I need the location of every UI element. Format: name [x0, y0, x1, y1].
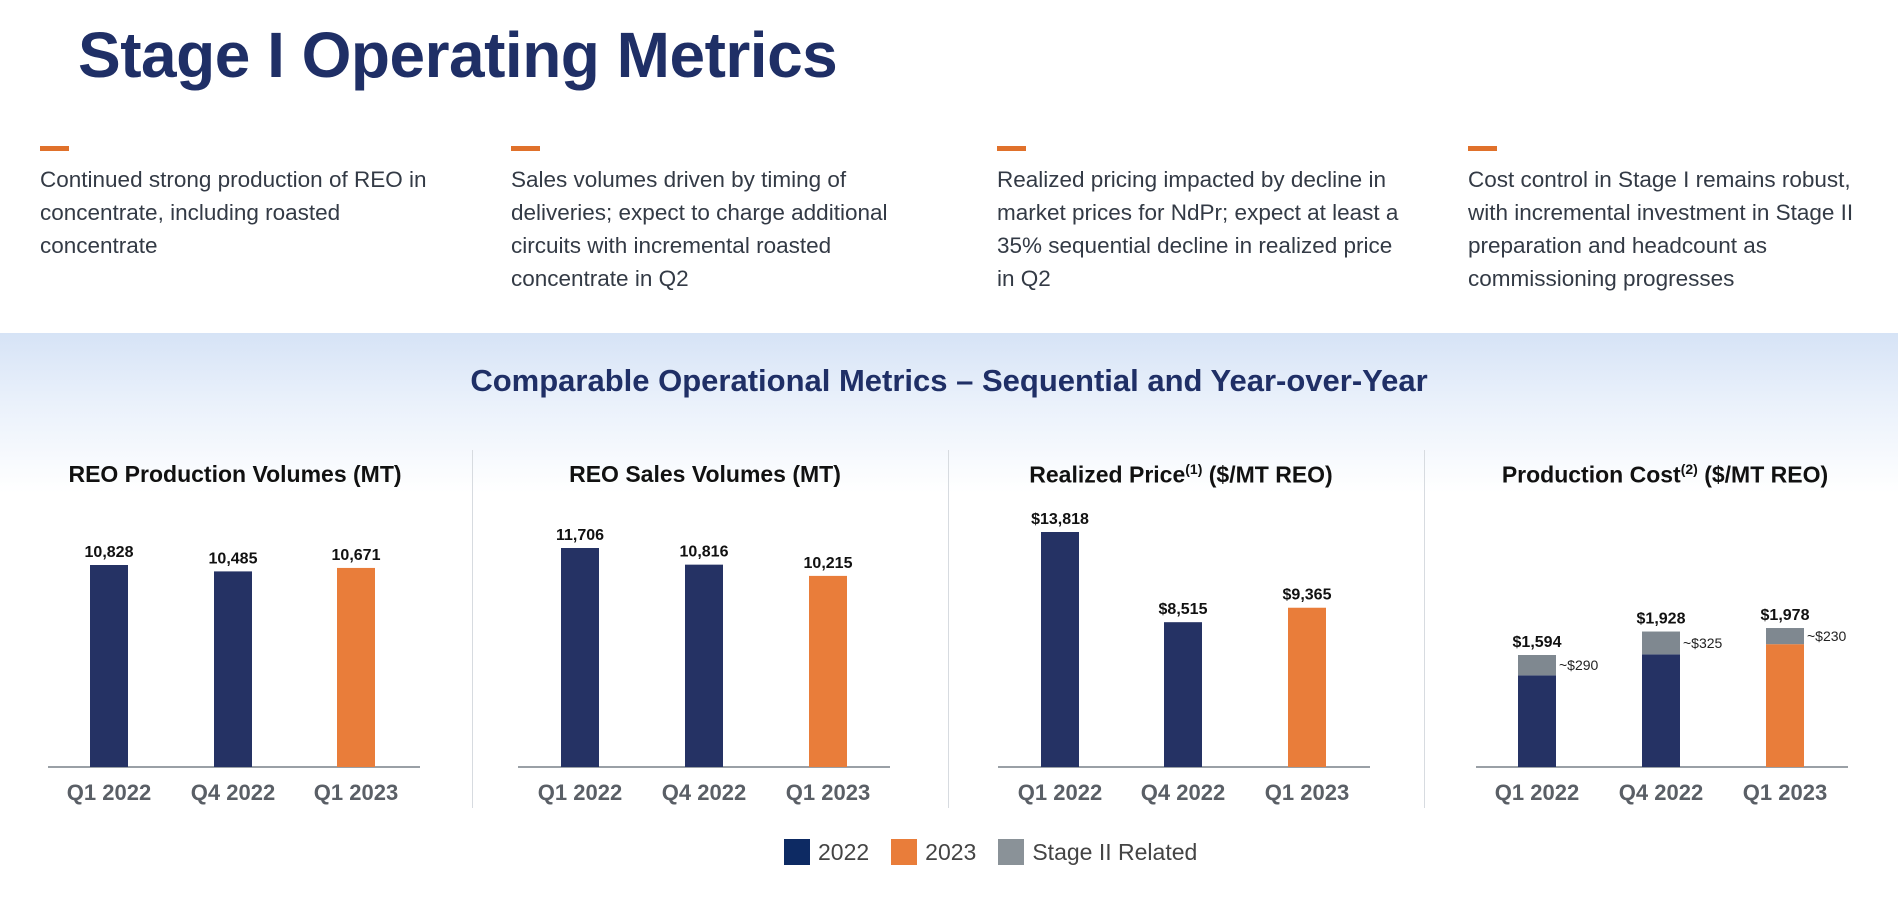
bar	[337, 567, 375, 767]
bullet-accent-dash	[1468, 146, 1497, 151]
bar-value-label: 11,706	[556, 527, 604, 544]
chart-title-text: Production Cost	[1501, 461, 1681, 488]
bar-value-label: 10,671	[332, 547, 381, 564]
bullet-text: Continued strong production of REO in co…	[40, 167, 427, 258]
page-title: Stage I Operating Metrics	[78, 19, 838, 91]
bar-segment-base	[1766, 644, 1804, 767]
chart-title-production: REO Production Volumes (MT)	[30, 461, 440, 488]
legend: 2022 2023 Stage II Related	[784, 837, 1219, 867]
bar-value-label: 10,828	[85, 544, 134, 561]
chart-title-units: ($/MT REO)	[1202, 461, 1333, 488]
bar	[561, 548, 599, 767]
bullet-2: Sales volumes driven by timing of delive…	[511, 146, 911, 295]
x-tick-label: Q1 2022	[1018, 780, 1102, 805]
chart-divider	[948, 450, 949, 808]
bar-segment-base	[1518, 675, 1556, 767]
bullet-4: Cost control in Stage I remains robust, …	[1468, 146, 1888, 295]
chart-divider	[1424, 450, 1425, 808]
chart-title-units: ($/MT REO)	[1697, 461, 1829, 488]
bar-segment-stage-ii	[1518, 655, 1556, 676]
bar-value-label: $8,515	[1159, 601, 1208, 618]
section-title: Comparable Operational Metrics – Sequent…	[470, 363, 1428, 398]
bullet-accent-dash	[511, 146, 540, 151]
bar-value-label: $1,978	[1761, 607, 1810, 624]
x-tick-label: Q4 2022	[1141, 780, 1225, 805]
x-tick-label: Q1 2023	[314, 780, 398, 805]
legend-swatch-2023	[891, 839, 918, 865]
x-tick-label: Q4 2022	[662, 780, 746, 805]
bar-value-label: 10,816	[680, 544, 729, 561]
x-tick-label: Q1 2022	[1495, 780, 1579, 805]
chart-title-text: REO Sales Volumes (MT)	[569, 461, 841, 487]
bar	[685, 564, 723, 767]
bullet-text: Sales volumes driven by timing of delive…	[511, 167, 888, 291]
bar-value-label: $9,365	[1283, 587, 1332, 604]
legend-label: 2022	[818, 838, 870, 865]
x-tick-label: Q4 2022	[191, 780, 275, 805]
stage-ii-label: ~$290	[1559, 657, 1599, 673]
legend-item-2023: 2023	[891, 839, 976, 866]
bullet-accent-dash	[40, 146, 69, 151]
metrics-band	[0, 333, 1898, 898]
bar-value-label: $1,594	[1513, 634, 1562, 651]
bar-value-label: $13,818	[1031, 511, 1089, 528]
stage-ii-label: ~$230	[1807, 628, 1847, 644]
stage-ii-label: ~$325	[1683, 635, 1723, 651]
x-tick-label: Q1 2022	[67, 780, 151, 805]
legend-item-stage-ii: Stage II Related	[998, 839, 1197, 866]
legend-swatch-stage-ii	[998, 839, 1025, 865]
bar-segment-base	[1642, 654, 1680, 767]
bullet-1: Continued strong production of REO in co…	[40, 146, 440, 262]
footnote-marker: (2)	[1680, 461, 1698, 477]
bar-segment-stage-ii	[1642, 631, 1680, 655]
bullet-text: Cost control in Stage I remains robust, …	[1468, 167, 1854, 291]
x-tick-label: Q4 2022	[1619, 780, 1703, 805]
bar-segment-stage-ii	[1766, 628, 1804, 645]
bar	[1164, 622, 1202, 767]
bullet-accent-dash	[997, 146, 1026, 151]
chart-title-cost: Production Cost(2) ($/MT REO)	[1452, 461, 1878, 489]
chart-title-text: REO Production Volumes (MT)	[68, 461, 402, 487]
chart-title-text: Realized Price	[1029, 461, 1186, 488]
bar-value-label: 10,215	[804, 555, 853, 572]
x-tick-label: Q1 2023	[1265, 780, 1349, 805]
bar	[214, 571, 252, 767]
legend-item-2022: 2022	[784, 839, 869, 866]
legend-label: 2023	[925, 838, 977, 865]
bar	[1288, 607, 1326, 767]
x-tick-label: Q1 2023	[1743, 780, 1827, 805]
bar	[90, 565, 128, 767]
x-tick-label: Q1 2023	[786, 780, 870, 805]
legend-label: Stage II Related	[1032, 838, 1198, 865]
x-tick-label: Q1 2022	[538, 780, 622, 805]
bar-value-label: 10,485	[209, 550, 258, 567]
footnote-marker: (1)	[1185, 461, 1203, 477]
bullet-3: Realized pricing impacted by decline in …	[997, 146, 1407, 295]
chart-title-sales: REO Sales Volumes (MT)	[500, 461, 910, 488]
chart-title-price: Realized Price(1) ($/MT REO)	[976, 461, 1386, 489]
chart-divider	[472, 450, 473, 808]
bullet-text: Realized pricing impacted by decline in …	[997, 167, 1399, 291]
bar	[1041, 532, 1079, 767]
bar-value-label: $1,928	[1637, 611, 1686, 628]
bar	[809, 575, 847, 767]
legend-swatch-2022	[784, 839, 810, 865]
